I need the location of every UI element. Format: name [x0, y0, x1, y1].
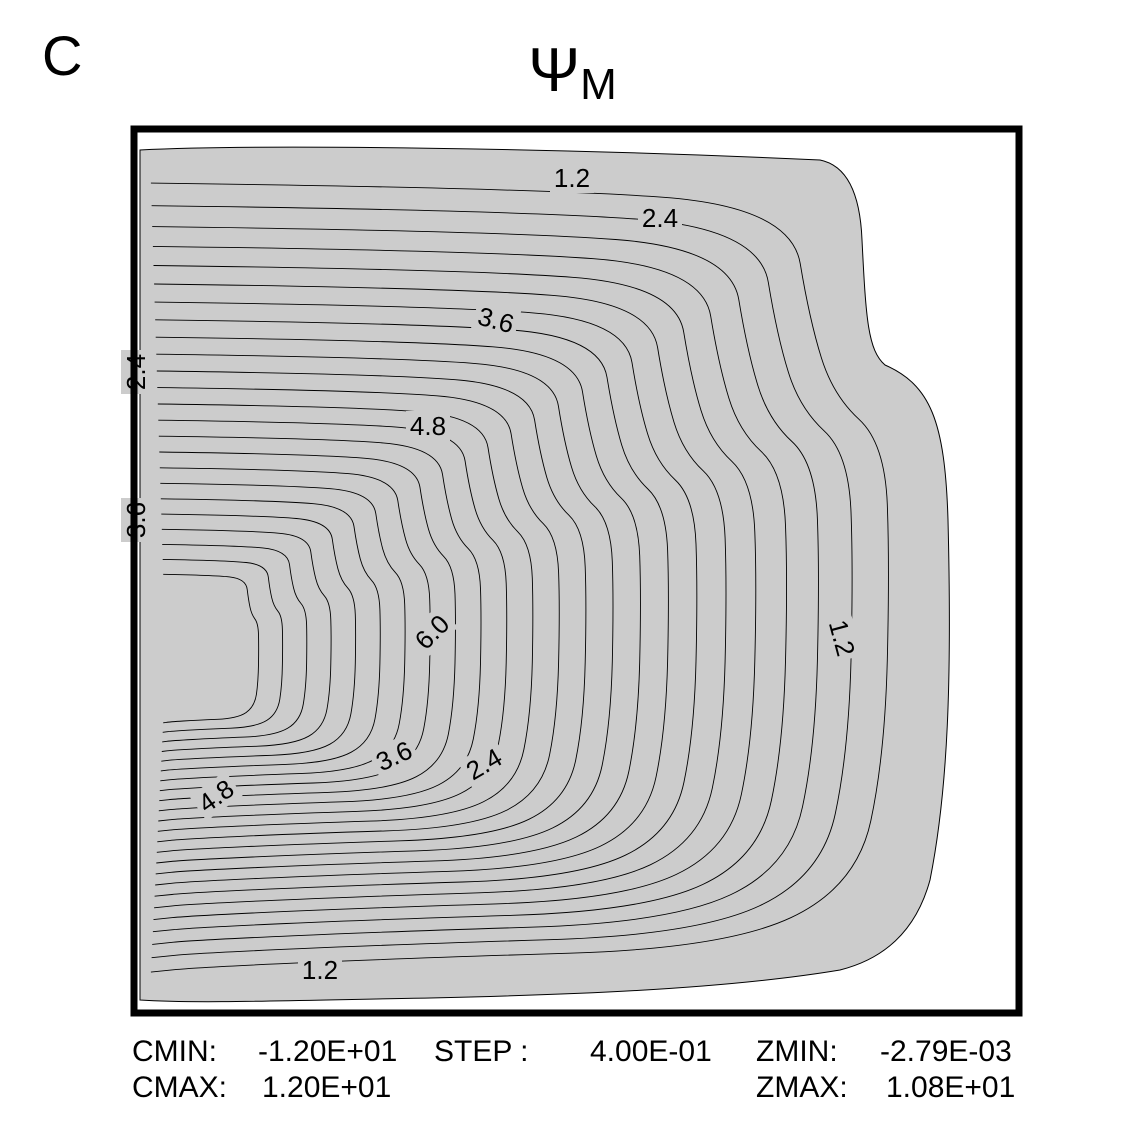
contour-label-bg — [367, 733, 421, 779]
contour-line — [155, 319, 669, 886]
cmax-label: CMAX: — [132, 1071, 228, 1104]
contour-line — [155, 336, 641, 875]
zmax-label: ZMAX: — [756, 1071, 848, 1104]
zmin-value: -2.79E-03 — [880, 1035, 1012, 1068]
contour-label-bg — [638, 203, 682, 233]
contour-line — [161, 528, 332, 752]
contour-line — [150, 182, 889, 973]
contour-label: 2.4 — [642, 203, 678, 233]
step-label: STEP : — [434, 1035, 529, 1068]
contour-line — [160, 498, 381, 772]
contour-line — [156, 370, 587, 853]
contour-line — [158, 435, 482, 812]
contour-line — [153, 265, 757, 921]
contour-label-bg — [550, 163, 594, 193]
contour-line — [152, 245, 787, 933]
panel-letter: C — [42, 24, 83, 87]
contour-label: 1.2 — [554, 163, 590, 193]
contour-label-bg — [821, 612, 863, 664]
contour-label-bg — [189, 771, 243, 821]
contour-label-bg — [470, 299, 522, 341]
contour-line — [154, 301, 698, 897]
contour-line — [156, 353, 614, 864]
title-subscript: M — [580, 60, 617, 109]
contour-line — [152, 226, 819, 945]
contour-line — [163, 573, 260, 724]
contour-line — [159, 451, 456, 802]
fill-boundary — [139, 146, 950, 1003]
contour-line — [154, 283, 727, 909]
contour-label: 1.2 — [302, 955, 338, 985]
contour-line — [160, 482, 406, 782]
contour-line — [157, 387, 560, 843]
step-value: 4.00E-01 — [590, 1035, 712, 1068]
cmin-value: -1.20E+01 — [258, 1035, 398, 1068]
zmin-label: ZMIN: — [756, 1035, 838, 1068]
contour-label-bg — [406, 411, 450, 441]
contour-label-bg — [298, 955, 342, 985]
plot-frame — [130, 125, 1023, 1017]
chart-title: ΨM — [0, 40, 1145, 107]
contour-line — [161, 513, 357, 762]
cmax-value: 1.20E+01 — [262, 1071, 392, 1104]
cmin-label: CMIN: — [132, 1035, 217, 1068]
contour-line — [162, 543, 308, 743]
contour-line — [162, 558, 284, 733]
contour-label-bg — [405, 605, 459, 659]
zmax-value: 1.08E+01 — [886, 1071, 1016, 1104]
fill-region — [139, 146, 950, 1003]
contour-label-bg — [457, 740, 511, 788]
contour-label: 4.8 — [410, 411, 446, 441]
title-symbol: Ψ — [528, 36, 581, 105]
